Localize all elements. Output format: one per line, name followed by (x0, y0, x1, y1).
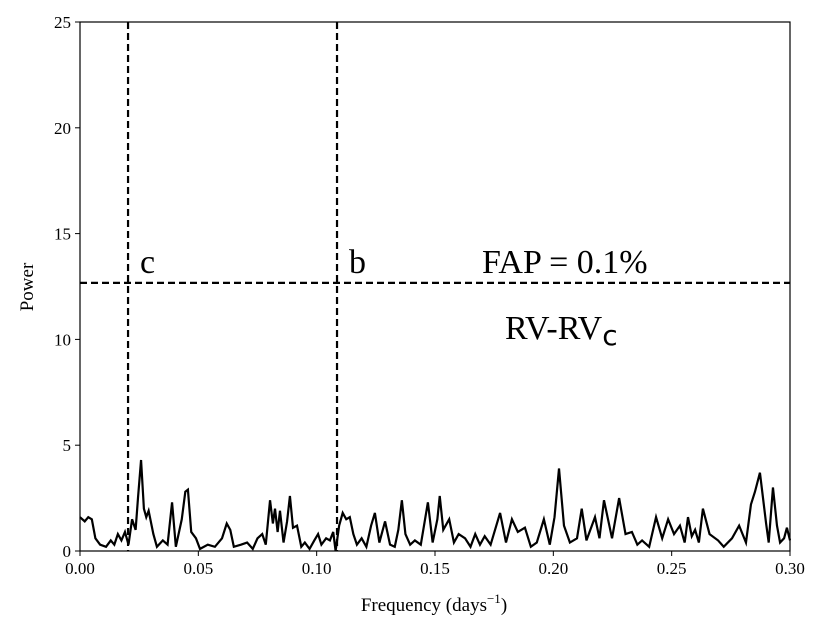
x-tick-label: 0.20 (538, 559, 568, 578)
x-tick-label: 0.00 (65, 559, 95, 578)
y-tick-label: 10 (54, 330, 71, 349)
y-tick-label: 20 (54, 119, 71, 138)
fap-label: FAP = 0.1% (482, 244, 648, 281)
annotation: RV-RVc (505, 310, 618, 352)
x-tick-label: 0.10 (302, 559, 332, 578)
y-tick-label: 25 (54, 13, 71, 32)
x-label-sup: −1 (487, 591, 501, 606)
plot-frame (79, 21, 791, 552)
y-tick-label: 5 (63, 436, 72, 455)
x-tick-label: 0.05 (183, 559, 213, 578)
x-axis-label: Frequency (days−1) (361, 591, 507, 616)
y-tick-label: 15 (54, 225, 71, 244)
x-tick-label: 0.30 (775, 559, 805, 578)
x-tick-label: 0.15 (420, 559, 450, 578)
planet-label: c (140, 244, 155, 281)
power-line (79, 459, 792, 552)
y-tick-label: 0 (63, 542, 72, 561)
annotation-text: RV-RV (505, 310, 603, 347)
x-label-text: Frequency (days (361, 595, 487, 616)
planet-label: b (349, 244, 366, 281)
y-axis-label: Power (17, 262, 38, 311)
x-tick-label: 0.25 (657, 559, 687, 578)
annotation-sub: c (602, 319, 617, 352)
x-label-tail: ) (501, 595, 507, 616)
